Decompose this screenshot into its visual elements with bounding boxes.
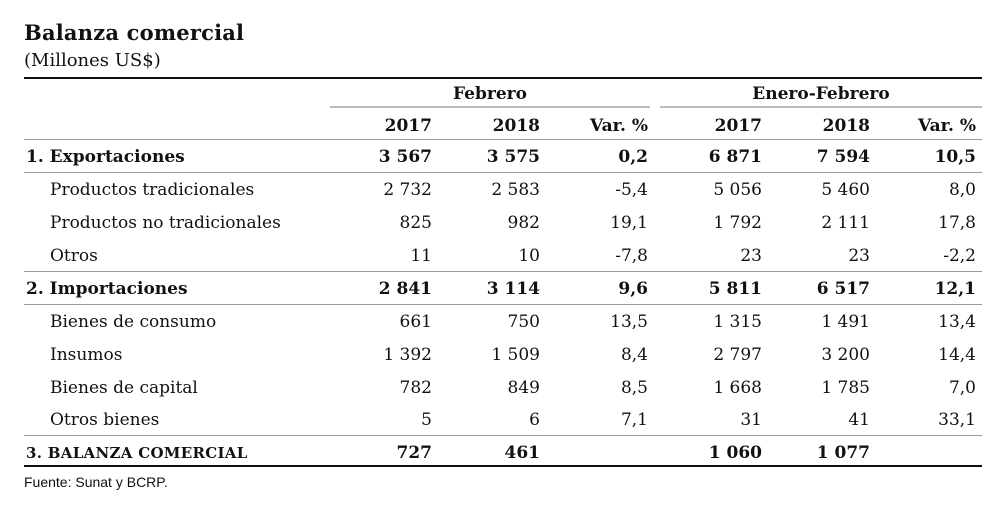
cell: 1 077 [816,443,870,463]
cell: 661 [399,312,432,332]
table-row: Insumos 1 392 1 509 8,4 2 797 3 200 14,4 [0,345,989,375]
cell: 0,2 [618,147,648,167]
cell: 6 [529,410,540,430]
table-row: Otros 11 10 -7,8 23 23 -2,2 [0,246,989,276]
cell: 5 811 [708,279,762,299]
cell: 2 797 [713,345,762,365]
table-row: 1. Exportaciones 3 567 3 575 0,2 6 871 7… [0,147,989,177]
cell: 5 [421,410,432,430]
row-rule [24,172,982,173]
cell: 1 060 [708,443,762,463]
row-rule [24,304,982,305]
cell: 3 200 [821,345,870,365]
group-header-enero-febrero: Enero-Febrero [752,84,890,104]
row-label: Bienes de capital [50,378,198,398]
cell: 849 [507,378,540,398]
bottom-rule [24,465,982,467]
table-row: 2. Importaciones 2 841 3 114 9,6 5 811 6… [0,279,989,309]
table-title: Balanza comercial [24,20,245,45]
table-row: Bienes de capital 782 849 8,5 1 668 1 78… [0,378,989,408]
row-label: Insumos [50,345,123,365]
cell: 5 056 [713,180,762,200]
cell: 8,4 [620,345,648,365]
cell: 3 575 [486,147,540,167]
cell: 10 [518,246,540,266]
row-label: Otros [50,246,98,266]
source-note: Fuente: Sunat y BCRP. [24,474,168,490]
cell: 7 594 [816,147,870,167]
cell: 8,0 [948,180,976,200]
cell: 41 [848,410,870,430]
row-rule [24,435,982,436]
table-row: 3. BALANZA COMERCIAL 727 461 1 060 1 077 [0,443,989,473]
cell: 8,5 [620,378,648,398]
cell: 17,8 [938,213,976,233]
cell: 2 732 [383,180,432,200]
row-label: 2. Importaciones [26,279,188,299]
cell: 6 871 [708,147,762,167]
cell: 3 114 [486,279,540,299]
cell: 727 [396,443,433,463]
cell: 7,0 [948,378,976,398]
cell: 7,1 [620,410,648,430]
group-underline-enero-febrero [660,106,982,108]
cell: 23 [740,246,762,266]
cell: 9,6 [618,279,648,299]
cell: 825 [399,213,432,233]
col-header-2017-feb: 2017 [384,116,432,136]
cell: 5 460 [821,180,870,200]
col-header-2017-enefeb: 2017 [714,116,762,136]
cell: 19,1 [610,213,648,233]
table-row: Bienes de consumo 661 750 13,5 1 315 1 4… [0,312,989,342]
cell: 982 [507,213,540,233]
cell: 13,4 [938,312,976,332]
cell: 14,4 [938,345,976,365]
group-header-febrero: Febrero [453,84,527,104]
cell: 31 [740,410,762,430]
row-label: Productos no tradicionales [50,213,281,233]
cell: 1 785 [821,378,870,398]
row-label: 1. Exportaciones [26,147,185,167]
cell: 6 517 [816,279,870,299]
table-row: Productos no tradicionales 825 982 19,1 … [0,213,989,243]
cell: 13,5 [610,312,648,332]
cell: -7,8 [615,246,648,266]
cell: 1 315 [713,312,762,332]
col-header-var-enefeb: Var. % [917,116,976,136]
cell: 12,1 [934,279,976,299]
cell: 1 491 [821,312,870,332]
cell: 33,1 [938,410,976,430]
group-underline-febrero [330,106,650,108]
col-header-2018-feb: 2018 [492,116,540,136]
cell: 1 392 [383,345,432,365]
cell: 2 111 [821,213,870,233]
col-header-2018-enefeb: 2018 [822,116,870,136]
cell: 1 792 [713,213,762,233]
cell: 2 583 [491,180,540,200]
row-label: 3. BALANZA COMERCIAL [26,444,248,462]
cell: -2,2 [943,246,976,266]
cell: 782 [399,378,432,398]
row-label: Productos tradicionales [50,180,255,200]
cell: 1 668 [713,378,762,398]
table-subtitle: (Millones US$) [24,50,161,71]
cell: 1 509 [491,345,540,365]
row-label: Bienes de consumo [50,312,217,332]
col-header-var-feb: Var. % [589,116,648,136]
table-row: Otros bienes 5 6 7,1 31 41 33,1 [0,410,989,440]
cell: 10,5 [934,147,976,167]
cell: 461 [504,443,541,463]
row-rule [24,271,982,272]
cell: -5,4 [615,180,648,200]
cell: 23 [848,246,870,266]
cell: 750 [507,312,540,332]
cell: 2 841 [378,279,432,299]
cell: 11 [410,246,432,266]
top-rule [24,77,982,79]
cell: 3 567 [378,147,432,167]
row-label: Otros bienes [50,410,160,430]
header-rule [24,139,982,140]
table-row: Productos tradicionales 2 732 2 583 -5,4… [0,180,989,210]
